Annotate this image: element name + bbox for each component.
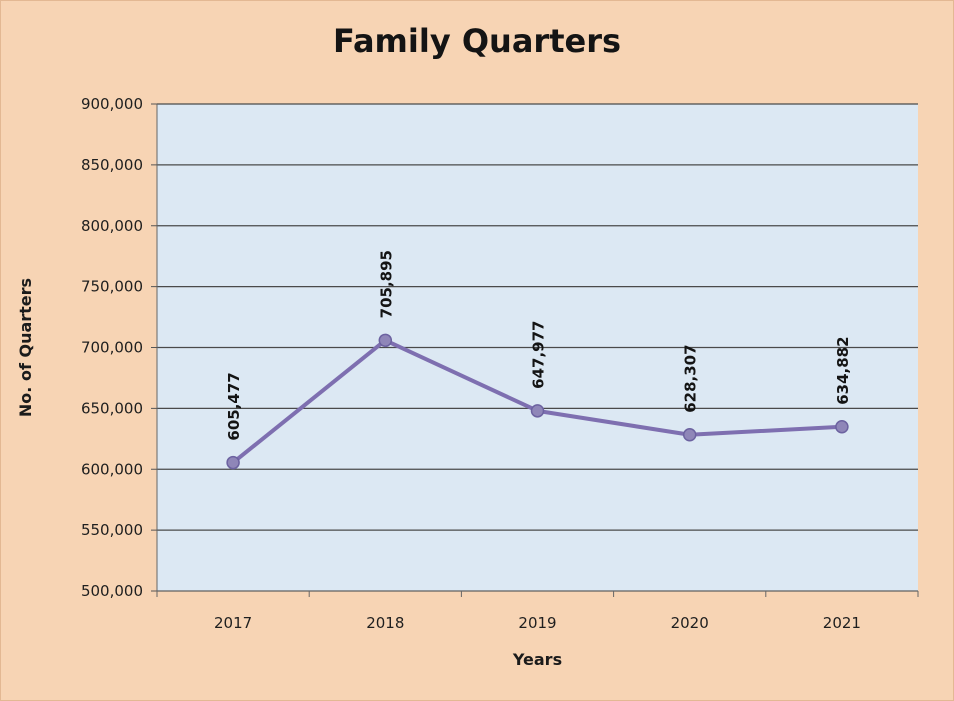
data-labels: 605,477 705,895 647,977 628,307 634,882 (225, 250, 852, 441)
data-label: 605,477 (225, 372, 243, 440)
x-tick-label: 2018 (366, 614, 404, 632)
y-tick-label: 600,000 (81, 460, 143, 478)
chart-title: Family Quarters (332, 22, 622, 60)
y-tick-label: 800,000 (81, 217, 143, 235)
data-point (530, 404, 545, 418)
data-point (835, 420, 849, 434)
x-tick-label: 2017 (214, 614, 252, 632)
x-tick-label: 2021 (823, 614, 861, 632)
y-tick-label: 850,000 (81, 156, 143, 174)
data-point (682, 428, 697, 442)
data-label: 647,977 (530, 321, 548, 389)
x-axis-ticks: 2017 2018 2019 2020 2021 (156, 591, 919, 632)
data-point (378, 333, 393, 348)
y-tick-label: 700,000 (81, 339, 143, 357)
y-tick-label: 750,000 (81, 278, 143, 296)
data-label: 628,307 (682, 344, 700, 412)
x-axis-title: Years (512, 650, 562, 669)
y-axis-title: No. of Quarters (16, 278, 35, 417)
x-tick-label: 2020 (671, 614, 709, 632)
y-tick-label: 500,000 (81, 582, 143, 600)
data-label: 705,895 (377, 250, 395, 318)
y-tick-label: 650,000 (81, 399, 143, 417)
series-group (226, 333, 849, 470)
x-tick-label: 2019 (518, 614, 556, 632)
y-axis-ticks: 500,000 550,000 600,000 650,000 700,000 750,0… (81, 95, 157, 600)
y-tick-label: 550,000 (81, 521, 143, 539)
data-label: 634,882 (834, 336, 852, 404)
y-tick-label: 900,000 (81, 95, 143, 113)
data-point (226, 455, 240, 470)
